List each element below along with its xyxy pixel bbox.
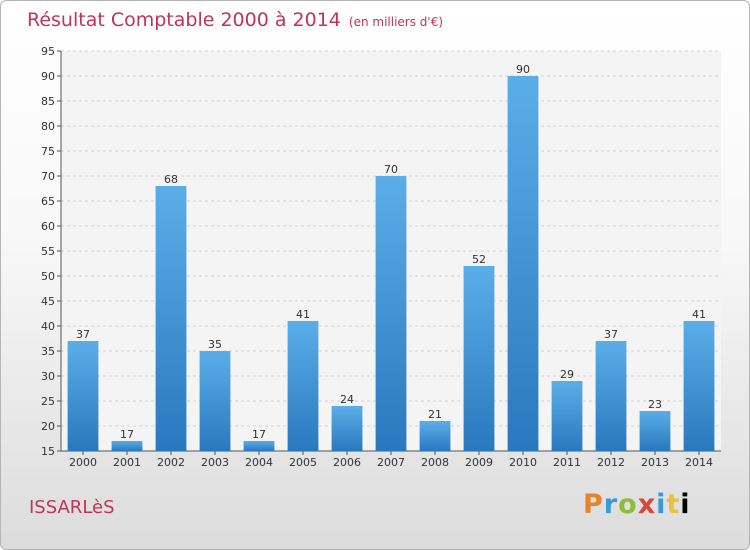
chart-title: Résultat Comptable 2000 à 2014 (en millie… <box>27 9 443 31</box>
x-tick-label: 2000 <box>69 456 97 469</box>
bar <box>199 351 231 451</box>
data-label: 70 <box>384 163 398 176</box>
y-tick-label: 25 <box>41 395 55 408</box>
bar <box>595 341 627 451</box>
bar <box>507 76 539 451</box>
y-tick-label: 80 <box>41 120 55 133</box>
y-tick-label: 55 <box>41 245 55 258</box>
bar <box>67 341 99 451</box>
y-tick-label: 90 <box>41 70 55 83</box>
x-tick-label: 2014 <box>685 456 713 469</box>
y-tick-label: 65 <box>41 195 55 208</box>
x-tick-label: 2009 <box>465 456 493 469</box>
bar <box>287 321 319 451</box>
data-label: 90 <box>516 63 530 76</box>
logo-letter: o <box>618 489 638 520</box>
data-label: 52 <box>472 253 486 266</box>
x-tick-label: 2008 <box>421 456 449 469</box>
y-tick-label: 75 <box>41 145 55 158</box>
bar <box>463 266 495 451</box>
y-tick-label: 70 <box>41 170 55 183</box>
logo-letter: i <box>680 489 691 520</box>
data-label: 24 <box>340 393 354 406</box>
bar <box>683 321 715 451</box>
x-tick-label: 2005 <box>289 456 317 469</box>
x-tick-label: 2003 <box>201 456 229 469</box>
data-label: 37 <box>604 328 618 341</box>
y-tick-label: 60 <box>41 220 55 233</box>
x-tick-label: 2007 <box>377 456 405 469</box>
bar <box>111 441 143 451</box>
bar <box>419 421 451 451</box>
logo-letter: r <box>603 489 619 520</box>
proxiti-logo[interactable]: Proxiti <box>583 489 691 520</box>
y-tick-label: 40 <box>41 320 55 333</box>
data-label: 29 <box>560 368 574 381</box>
x-tick-label: 2011 <box>553 456 581 469</box>
logo-letter: t <box>666 489 681 520</box>
logo-letter: P <box>583 489 604 520</box>
bar <box>243 441 275 451</box>
town-name: ISSARLèS <box>29 497 115 518</box>
x-tick-label: 2006 <box>333 456 361 469</box>
data-label: 41 <box>296 308 310 321</box>
y-tick-label: 50 <box>41 270 55 283</box>
data-label: 41 <box>692 308 706 321</box>
data-label: 37 <box>76 328 90 341</box>
bar <box>375 176 407 451</box>
x-tick-label: 2013 <box>641 456 669 469</box>
chart-title-text: Résultat Comptable 2000 à 2014 <box>27 9 341 31</box>
data-label: 17 <box>120 428 134 441</box>
x-tick-label: 2010 <box>509 456 537 469</box>
bar <box>155 186 187 451</box>
logo-letter: i <box>656 489 667 520</box>
x-tick-label: 2012 <box>597 456 625 469</box>
bar <box>331 406 363 451</box>
logo-letter: x <box>637 489 657 520</box>
x-tick-label: 2001 <box>113 456 141 469</box>
data-label: 35 <box>208 338 222 351</box>
bar <box>551 381 583 451</box>
bar <box>639 411 671 451</box>
y-tick-label: 30 <box>41 370 55 383</box>
data-label: 21 <box>428 408 442 421</box>
y-tick-label: 45 <box>41 295 55 308</box>
y-tick-label: 20 <box>41 420 55 433</box>
y-tick-label: 85 <box>41 95 55 108</box>
y-tick-label: 95 <box>41 45 55 58</box>
x-tick-label: 2002 <box>157 456 185 469</box>
chart-unit: (en milliers d'€) <box>348 15 444 29</box>
y-tick-label: 35 <box>41 345 55 358</box>
data-label: 68 <box>164 173 178 186</box>
x-tick-label: 2004 <box>245 456 273 469</box>
data-label: 23 <box>648 398 662 411</box>
y-tick-label: 15 <box>41 445 55 458</box>
data-label: 17 <box>252 428 266 441</box>
